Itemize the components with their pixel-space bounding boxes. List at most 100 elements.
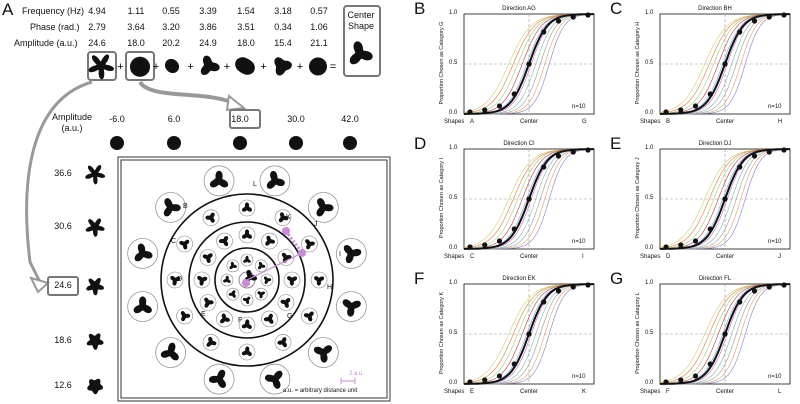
harmonic-shape [235,57,255,75]
mean-point [707,361,713,367]
mean-point [678,107,684,113]
ring-letter: G [287,313,293,320]
x-label-shapes: Shapes [640,119,661,125]
value-phase: 3.51 [237,22,255,32]
harmonic-shape [309,57,327,76]
value-freq: 1.11 [127,6,145,16]
x-label-shapes: Shapes [444,389,465,395]
y-tick-label: 0.0 [449,110,458,116]
vertical-value: 18.6 [54,335,72,345]
ring-letter: H [327,284,333,291]
value-freq: 1.54 [237,6,255,16]
mean-point [737,299,743,305]
mean-point [526,196,532,202]
y-tick-label: 1.0 [645,10,654,16]
x-label-center: Center [715,389,734,395]
ring-letter: C [171,238,177,245]
panel-title: Direction EK [502,276,536,282]
mean-point [496,373,503,379]
y-tick-label: 0.5 [645,60,654,66]
center-shape-label: Center Shape [347,10,375,31]
value-phase: 1.06 [310,22,328,32]
mean-point [678,377,684,383]
ring-letter: L [253,181,257,188]
x-label-center: Center [519,254,538,260]
x-label-right: G [582,119,587,125]
mean-point [692,238,699,244]
chart-plot [463,282,595,385]
mean-point [737,164,743,170]
amplitude-value: -6.0 [109,114,125,124]
ring-letter: D [177,276,183,283]
vertical-value: 36.6 [54,168,72,178]
panel-title: Direction BH [698,6,732,12]
value-phase: 2.79 [88,22,106,32]
mean-point [496,103,503,109]
mean-point [663,379,669,385]
svg-text:+: + [224,61,230,73]
mean-point [570,149,576,155]
value-amp: 24.9 [199,38,217,48]
mean-point [585,147,591,153]
row-label-amplitude: Amplitude (a.u.) [14,38,78,48]
panel-title: Direction DJ [698,141,732,147]
mean-point [751,18,758,24]
mean-point [781,12,787,18]
panel-title: Direction FL [698,276,732,282]
mean-point [692,373,699,379]
chart-plot [659,282,791,385]
mean-point [663,244,669,250]
scale-bar-label: 2 a.u. [349,371,365,377]
value-amp: 21.1 [310,38,328,48]
x-label-left: A [470,119,475,125]
mean-point [526,61,532,67]
mean-point [541,164,547,170]
x-label-center: Center [519,389,538,395]
value-freq: 3.18 [274,6,292,16]
panel-title: Direction AG [502,6,536,12]
vertical-value: 24.6 [54,280,72,290]
x-label-right: I [582,254,584,260]
y-tick-label: 0.5 [449,330,458,336]
harmonic-shape [274,57,292,76]
mean-point [511,91,517,97]
mean-point [585,282,591,288]
value-amp: 24.6 [88,38,106,48]
mean-point [467,244,473,250]
value-freq: 0.57 [310,6,328,16]
n-label: n=10 [572,239,586,245]
panel-letter: D [414,134,427,153]
value-phase: 3.20 [162,22,180,32]
x-label-right: L [778,389,782,395]
mean-point [555,153,562,159]
mean-point [722,196,728,202]
chart-plot [659,12,791,115]
y-tick-label: 0.0 [645,110,654,116]
n-label: n=10 [768,374,782,380]
mean-point [570,284,576,290]
amplitude-value: 18.0 [231,114,249,124]
n-label: n=10 [768,239,782,245]
y-tick-label: 0.5 [645,195,654,201]
y-tick-label: 0.0 [449,380,458,386]
value-phase: 3.64 [127,22,145,32]
x-label-left: C [470,254,475,260]
mean-point [722,331,728,337]
ring-letter: A [213,178,218,185]
svg-text:+: + [187,61,193,73]
row-label-frequency: Frequency (Hz) [22,6,85,16]
x-label-left: E [470,389,475,395]
mean-point [482,377,488,383]
mean-point [555,18,562,24]
x-label-center: Center [715,254,734,260]
x-label-shapes: Shapes [444,254,465,260]
mean-point [541,299,547,305]
arrow-to-amplitude [138,80,236,106]
mean-point [511,361,517,367]
ring-letter: E [201,311,206,318]
panel-a-diagram: + + + + + + = [25,41,391,402]
